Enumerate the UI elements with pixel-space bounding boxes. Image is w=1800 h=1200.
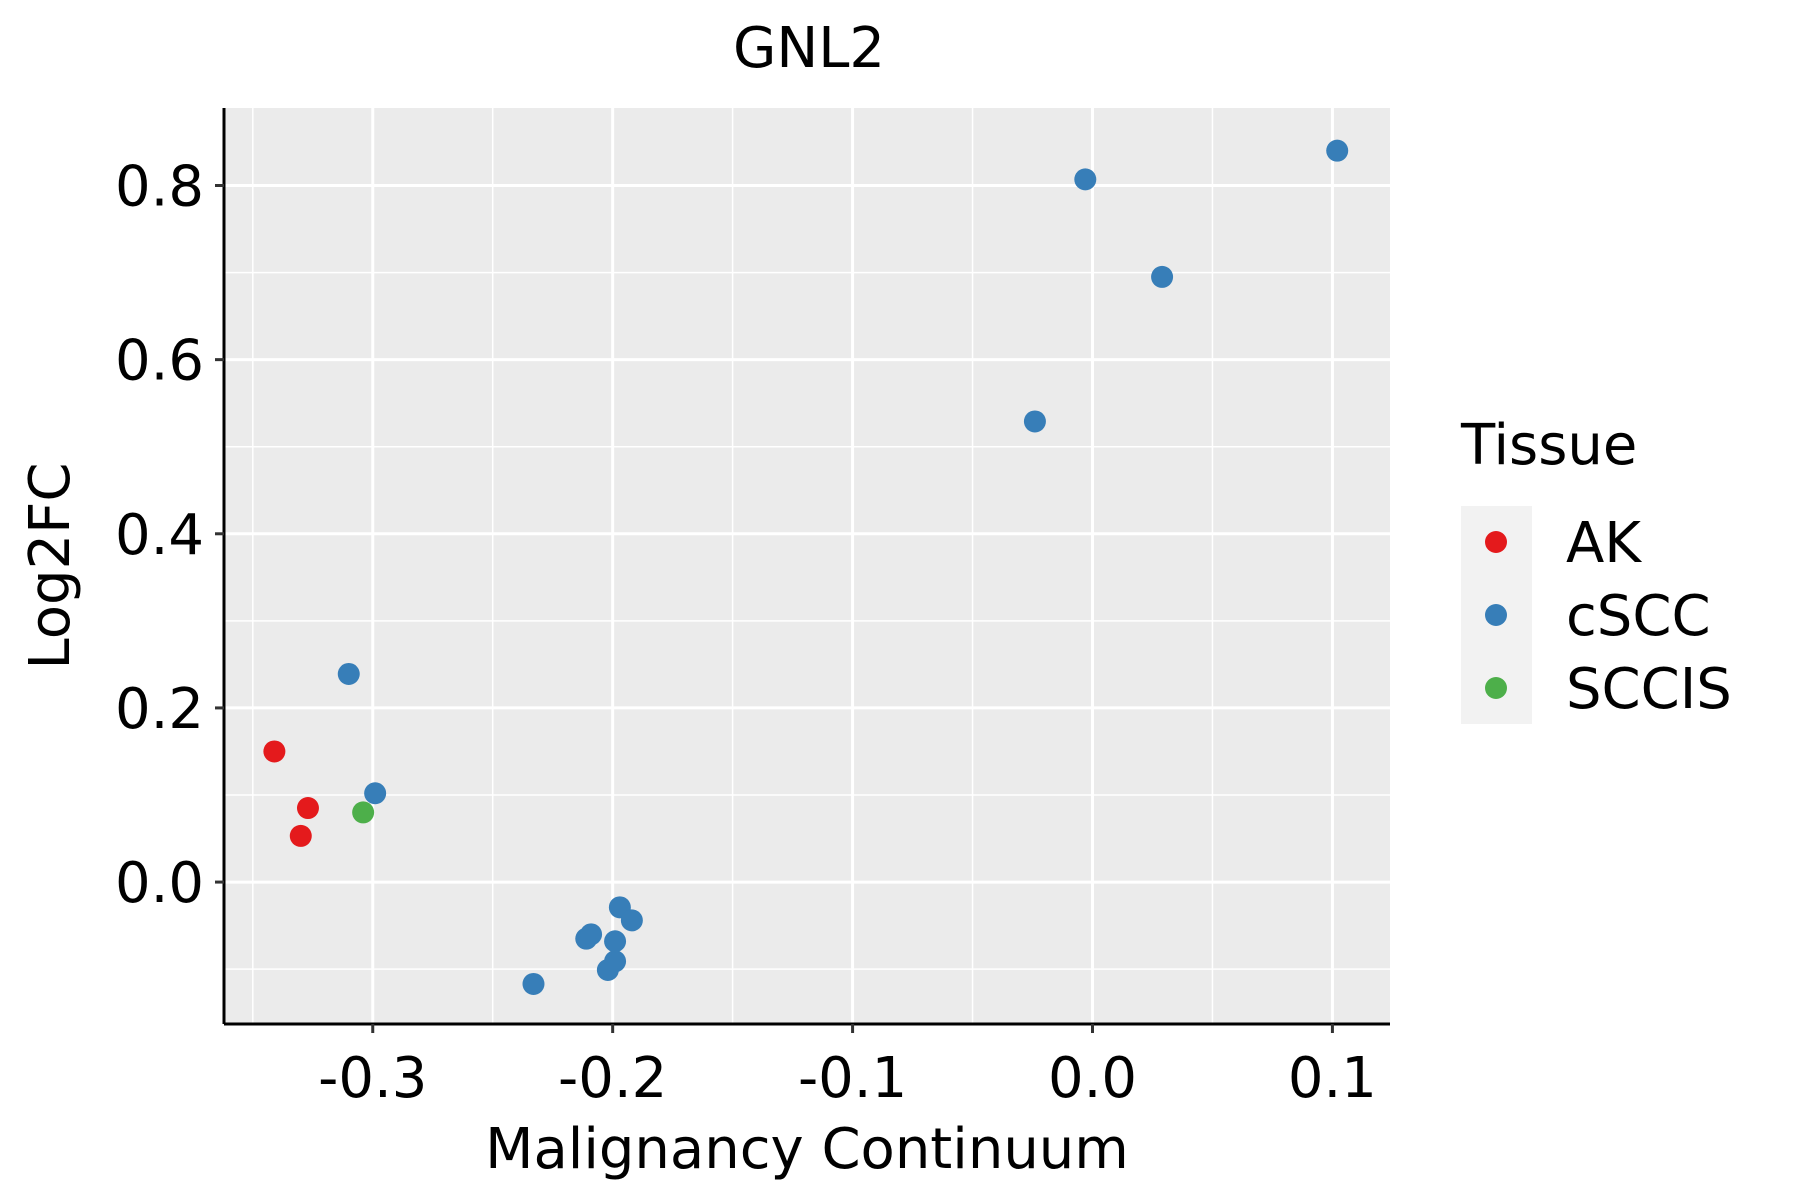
y-tick-label: 0.6 [115,329,204,394]
legend-label-cscc: cSCC [1566,584,1711,649]
data-points [263,139,1349,995]
data-point-sccis [352,801,375,824]
plot-panel [224,108,1390,1024]
data-point-cscc [580,923,603,946]
x-tick-label: -0.1 [798,1046,907,1111]
legend-label-sccis: SCCIS [1566,657,1732,722]
y-tick-label: 0.8 [115,154,204,219]
data-point-cscc [604,950,627,973]
x-tick-label: -0.3 [318,1046,427,1111]
y-tick-label: 0.4 [115,503,204,568]
y-tick-label: 0.0 [115,851,204,916]
legend-label-ak: AK [1566,511,1642,576]
chart-title: GNL2 [733,16,885,81]
legend: Tissue AK cSCC SCCIS [1460,413,1732,724]
legend-key-cscc [1485,604,1507,626]
data-point-cscc [1151,265,1174,288]
y-axis-ticks: 0.0 0.2 0.4 0.6 0.8 [115,154,224,916]
x-tick-label: 0.0 [1048,1046,1137,1111]
data-point-cscc [1023,410,1046,433]
y-tick-label: 0.2 [115,677,204,742]
x-tick-label: 0.1 [1288,1046,1377,1111]
data-point-cscc [364,782,387,805]
data-point-cscc [620,909,643,932]
data-point-cscc [1074,168,1097,191]
data-point-cscc [1326,139,1349,162]
data-point-cscc [522,972,545,995]
x-axis-title: Malignancy Continuum [485,1117,1129,1182]
x-axis-ticks: -0.3 -0.2 -0.1 0.0 0.1 [318,1024,1377,1111]
major-gridlines [224,108,1390,1024]
legend-key-sccis [1485,677,1507,699]
data-point-ak [296,797,319,820]
data-point-ak [289,824,312,847]
data-point-cscc [337,662,360,685]
legend-key-ak [1485,531,1507,553]
data-point-ak [263,740,286,763]
legend-title: Tissue [1460,413,1637,478]
data-point-cscc [604,930,627,953]
x-tick-label: -0.2 [558,1046,667,1111]
y-axis-title: Log2FC [18,463,83,670]
minor-gridlines [224,108,1390,1024]
